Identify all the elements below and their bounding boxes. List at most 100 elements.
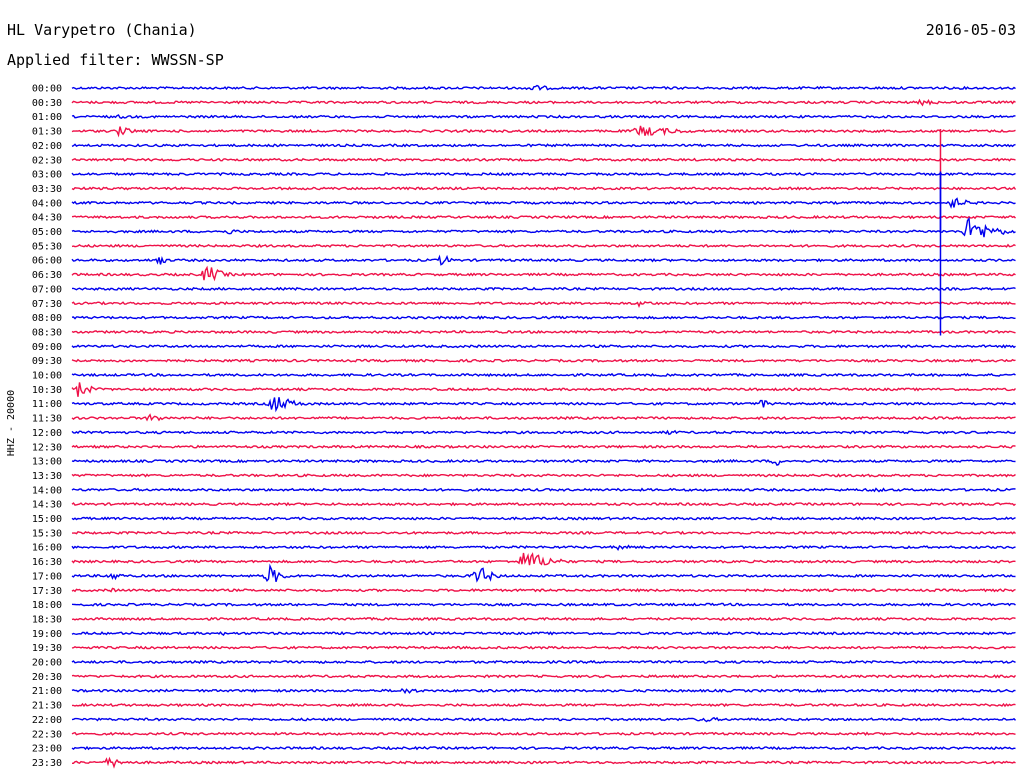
trace-line [71, 745, 1016, 751]
time-tick-label: 18:30 [32, 614, 62, 625]
time-tick-label: 19:00 [32, 629, 62, 640]
trace-line [71, 563, 1016, 583]
time-tick-label: 00:30 [32, 98, 62, 109]
time-tick-label: 21:30 [32, 701, 62, 712]
time-tick-label: 22:00 [32, 715, 62, 726]
time-tick-label: 22:30 [32, 729, 62, 740]
time-tick-label: 11:30 [32, 414, 62, 425]
time-tick-label: 13:30 [32, 471, 62, 482]
time-tick-label: 03:30 [32, 184, 62, 195]
trace-rows: 00:00 00:30 01:00 01:30 02:00 02:30 03:00 03:30… [32, 84, 1017, 769]
trace-line [72, 530, 1016, 536]
trace-line [71, 114, 1016, 119]
time-tick-label: 23:00 [32, 744, 62, 755]
trace-line [71, 329, 1016, 335]
trace-line [71, 659, 1016, 665]
time-tick-label: 04:00 [32, 198, 62, 209]
time-tick-label: 14:00 [32, 485, 62, 496]
time-tick-label: 10:00 [32, 371, 62, 382]
time-tick-label: 02:00 [32, 141, 62, 152]
trace-line [71, 516, 1016, 521]
trace-line [71, 216, 1016, 238]
trace-line [71, 157, 1016, 162]
trace-line [71, 254, 1016, 266]
trace-line [71, 413, 1016, 422]
time-tick-label: 08:00 [32, 313, 62, 324]
time-tick-label: 09:30 [32, 356, 62, 367]
trace-line [71, 487, 1016, 493]
trace-line [71, 265, 1016, 282]
time-tick-label: 16:00 [32, 543, 62, 554]
time-tick-label: 18:00 [32, 600, 62, 611]
time-tick-label: 23:30 [32, 758, 62, 769]
time-tick-label: 08:30 [32, 327, 62, 338]
time-tick-label: 05:30 [32, 241, 62, 252]
trace-line [71, 587, 1016, 593]
trace-line [71, 716, 1017, 723]
time-tick-label: 09:00 [32, 342, 62, 353]
trace-line [71, 197, 1016, 209]
time-tick-label: 20:30 [32, 672, 62, 683]
trace-line [71, 602, 1016, 607]
trace-line [71, 98, 1016, 107]
trace-line [72, 756, 1016, 769]
time-tick-label: 20:00 [32, 658, 62, 669]
time-tick-label: 17:30 [32, 586, 62, 597]
time-tick-label: 15:30 [32, 528, 62, 539]
time-tick-label: 06:30 [32, 270, 62, 281]
time-tick-label: 16:30 [32, 557, 62, 568]
trace-line [72, 702, 1016, 708]
trace-line [71, 645, 1016, 650]
trace-line [71, 397, 1017, 413]
trace-line [71, 473, 1016, 478]
trace-line [71, 372, 1016, 378]
time-tick-label: 10:30 [32, 385, 62, 396]
trace-line [71, 616, 1016, 622]
trace-line [71, 300, 1016, 308]
time-tick-label: 02:30 [32, 155, 62, 166]
y-axis-label: HHZ - 20000 [6, 390, 17, 456]
filter-label: Applied filter: WWSSN-SP [7, 51, 224, 69]
station-title: HL Varypetro (Chania) [7, 21, 197, 39]
time-tick-label: 13:00 [32, 457, 62, 468]
trace-line [71, 344, 1016, 349]
time-tick-label: 00:00 [32, 84, 62, 95]
trace-line [71, 143, 1016, 148]
time-tick-label: 11:00 [32, 399, 62, 410]
trace-line [71, 382, 1017, 397]
trace-line [72, 286, 1016, 292]
trace-line [71, 687, 1016, 695]
trace-line [71, 544, 1016, 552]
time-tick-label: 12:00 [32, 428, 62, 439]
time-tick-label: 01:30 [32, 127, 62, 138]
time-tick-label: 17:00 [32, 571, 62, 582]
time-tick-label: 07:30 [32, 299, 62, 310]
time-tick-label: 19:30 [32, 643, 62, 654]
trace-line [71, 214, 1016, 220]
time-tick-label: 07:00 [32, 284, 62, 295]
time-tick-label: 03:00 [32, 170, 62, 181]
trace-line [71, 171, 1016, 177]
time-tick-label: 21:00 [32, 686, 62, 697]
trace-line [71, 501, 1016, 507]
time-tick-label: 12:30 [32, 442, 62, 453]
time-tick-label: 05:00 [32, 227, 62, 238]
trace-line [71, 429, 1017, 436]
trace-line [71, 186, 1017, 191]
trace-line [71, 444, 1016, 449]
time-tick-label: 14:30 [32, 500, 62, 511]
trace-line [71, 84, 1016, 91]
time-tick-label: 01:00 [32, 112, 62, 123]
time-tick-label: 06:00 [32, 256, 62, 267]
time-tick-label: 15:00 [32, 514, 62, 525]
trace-line [71, 458, 1016, 466]
trace-line [71, 125, 1016, 138]
trace-line [71, 731, 1016, 736]
date-label: 2016-05-03 [926, 21, 1016, 39]
trace-line [71, 631, 1016, 636]
trace-line [71, 315, 1016, 320]
trace-line [71, 552, 1016, 566]
trace-line [71, 674, 1017, 679]
trace-line [71, 358, 1016, 363]
